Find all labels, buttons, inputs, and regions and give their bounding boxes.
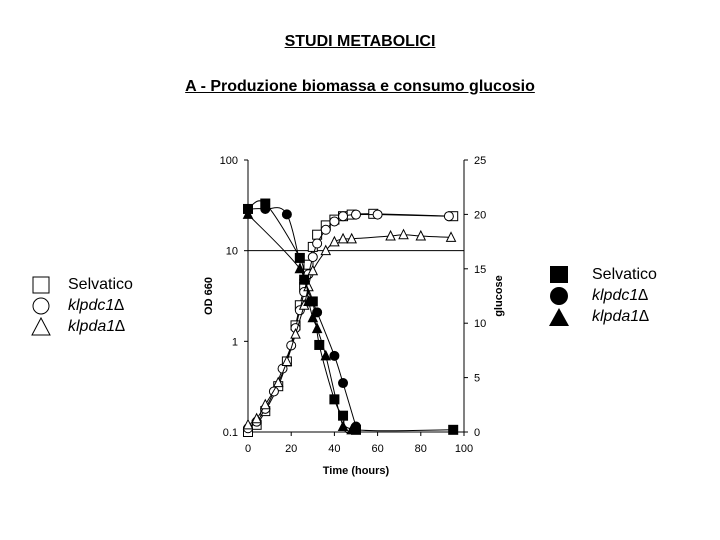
series-line: [247, 213, 454, 433]
data-point: [372, 209, 383, 220]
data-point: [320, 349, 332, 361]
data-point: [337, 420, 349, 432]
data-point: [307, 252, 318, 263]
data-point: [448, 424, 459, 435]
legend-label: klpda1∆: [68, 318, 125, 335]
data-point: [329, 216, 340, 227]
y-right-axis-title: glucose: [493, 275, 505, 317]
legend-item-klpda1-open: klpda1∆: [30, 316, 190, 337]
circle-open-icon: [32, 297, 50, 315]
legend-label: klpdc1∆: [68, 297, 125, 314]
series-line: [247, 234, 452, 426]
data-point: [307, 311, 319, 323]
series-square-open: [243, 208, 459, 437]
x-tick-label: 20: [285, 443, 297, 455]
series-triangle-filled: [242, 208, 357, 435]
data-point: [307, 264, 319, 276]
page-subtitle: A - Produzione biomassa e consumo glucos…: [185, 78, 535, 95]
series-triangle-open: [242, 228, 457, 430]
x-axis-title: Time (hours): [323, 465, 390, 477]
square-open-icon: [32, 276, 50, 294]
y-right-tick-label: 0: [474, 427, 480, 439]
data-point: [281, 209, 292, 220]
series-square-filled: [243, 198, 459, 435]
data-point: [351, 209, 361, 220]
y-left-tick-label: 100: [220, 155, 238, 167]
circle-filled-icon: [550, 287, 568, 305]
y-right-tick-label: 5: [474, 373, 480, 385]
data-point: [312, 238, 323, 249]
data-point: [320, 244, 332, 256]
legend-label: Selvatico: [68, 276, 133, 293]
y-left-tick-label: 1: [232, 336, 238, 348]
data-point: [415, 229, 427, 241]
data-point: [251, 412, 262, 424]
series-circle-filled: [243, 203, 361, 432]
data-point: [385, 229, 396, 241]
legend-label: klpdc1∆: [592, 287, 649, 304]
data-point: [286, 340, 297, 351]
legend-item-klpdc1-filled: klpdc1∆: [548, 285, 718, 306]
data-point: [338, 378, 349, 389]
data-point: [329, 350, 340, 361]
legend-item-klpdc1-open: klpdc1∆: [30, 295, 190, 316]
data-point: [268, 386, 279, 397]
data-point: [445, 231, 457, 242]
data-point: [346, 232, 357, 244]
data-point: [329, 394, 340, 405]
y-right-tick-label: 25: [474, 155, 486, 167]
data-point: [260, 203, 271, 214]
data-point: [294, 262, 306, 274]
triangle-filled-icon: [549, 308, 569, 326]
data-point: [329, 235, 340, 247]
data-point: [242, 418, 254, 430]
data-point: [290, 328, 301, 339]
page-title: STUDI METABOLICI: [284, 33, 436, 50]
data-point: [272, 376, 284, 388]
data-point: [314, 339, 325, 350]
data-point: [259, 398, 271, 410]
y-left-tick-label: 0.1: [223, 427, 238, 439]
series-line: [247, 213, 449, 429]
data-point: [338, 211, 349, 222]
legend-item-selvatico-filled: Selvatico: [548, 264, 718, 285]
legend-filled-markers: Selvatico klpdc1∆ klpda1∆: [548, 264, 718, 327]
square-filled-icon: [550, 266, 568, 283]
data-point: [311, 322, 323, 334]
x-tick-label: 0: [245, 443, 251, 455]
data-point: [242, 208, 254, 219]
legend-label: klpda1∆: [592, 308, 649, 325]
x-tick-label: 60: [371, 443, 383, 455]
series-circle-open: [243, 209, 454, 434]
data-point: [398, 228, 409, 240]
data-point: [303, 295, 314, 306]
data-point: [281, 355, 293, 366]
data-point: [338, 410, 349, 421]
y-left-tick-label: 10: [226, 246, 238, 258]
legend-item-selvatico-open: Selvatico: [30, 274, 190, 295]
data-point: [337, 232, 349, 244]
y-right-tick-label: 10: [474, 318, 486, 330]
y-right-tick-label: 15: [474, 264, 486, 276]
legend-open-markers: Selvatico klpdc1∆ klpda1∆: [30, 274, 190, 337]
x-tick-label: 40: [328, 443, 340, 455]
x-tick-label: 80: [415, 443, 427, 455]
data-point: [346, 423, 357, 435]
x-tick-label: 100: [455, 443, 473, 455]
y-left-axis-title: OD 660: [203, 277, 215, 315]
data-point: [320, 224, 331, 235]
legend-label: Selvatico: [592, 266, 657, 283]
y-right-tick-label: 20: [474, 209, 486, 221]
data-point: [443, 211, 454, 222]
legend-item-klpda1-filled: klpda1∆: [548, 306, 718, 327]
triangle-open-icon: [31, 316, 51, 336]
